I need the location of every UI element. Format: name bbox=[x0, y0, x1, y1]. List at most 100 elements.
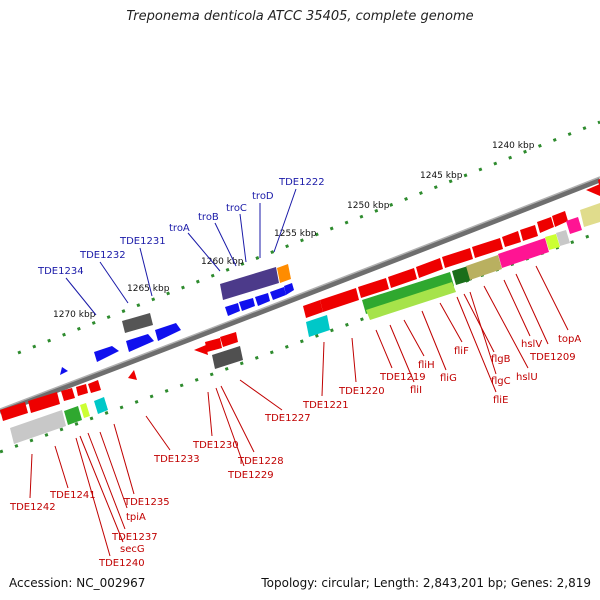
gene-red bbox=[520, 225, 538, 241]
gene-label: fliF bbox=[454, 346, 469, 357]
gene-red bbox=[552, 211, 568, 227]
gene-label: TDE1219 bbox=[379, 372, 426, 383]
gene-TDE1231 bbox=[155, 323, 181, 341]
gene-red bbox=[442, 248, 473, 268]
gene-label: fliG bbox=[440, 373, 457, 384]
gene-label: TDE1240 bbox=[98, 558, 145, 569]
gene-label: TDE1227 bbox=[264, 413, 311, 424]
scale-label: 1255 kbp bbox=[274, 229, 317, 239]
topology-label: Topology: circular; Length: 2,843,201 bp… bbox=[261, 576, 591, 590]
gene-troC bbox=[255, 293, 270, 306]
map-title: Treponema denticola ATCC 35405, complete… bbox=[126, 9, 474, 24]
gene-label: TDE1232 bbox=[79, 250, 126, 261]
band-grey bbox=[556, 230, 570, 246]
gene-red bbox=[586, 184, 600, 196]
gene-red bbox=[320, 288, 359, 312]
gene-label: troD bbox=[252, 191, 274, 202]
band-grey-dark bbox=[212, 346, 243, 369]
band-magenta bbox=[566, 217, 582, 234]
scale-label: 1270 kbp bbox=[53, 310, 96, 320]
gene-label: TDE1242 bbox=[9, 502, 56, 513]
scale-label: 1250 kbp bbox=[347, 201, 390, 211]
gene-label: troB bbox=[198, 212, 219, 223]
gene-troD bbox=[270, 287, 286, 300]
gene-label: hslU bbox=[516, 372, 538, 383]
gene-grey-upper bbox=[122, 313, 153, 333]
band-cyan bbox=[94, 397, 108, 414]
band-olive bbox=[466, 255, 502, 280]
gene-red-small bbox=[128, 370, 137, 380]
gene-label: tpiA bbox=[126, 512, 146, 523]
scale-label: 1260 kbp bbox=[201, 257, 244, 267]
scale-tracks bbox=[0, 120, 600, 454]
band-lime bbox=[545, 234, 560, 250]
scale-labels: 1240 kbp 1245 kbp 1250 kbp 1255 kbp 1260… bbox=[53, 141, 535, 320]
lower-gene-labels: TDE1242 TDE1241 TDE1235 tpiA TDE1237 sec… bbox=[9, 334, 581, 569]
band-cyan bbox=[306, 315, 330, 337]
leader-lines bbox=[29, 188, 569, 557]
reverse-genes bbox=[60, 264, 294, 375]
band-green-dark bbox=[452, 266, 472, 285]
gene-red bbox=[194, 345, 208, 355]
gene-orange bbox=[277, 264, 291, 283]
gene-red bbox=[61, 388, 75, 401]
gene-label: TDE1222 bbox=[278, 177, 325, 188]
gene-label: troC bbox=[226, 203, 247, 214]
gene-red bbox=[472, 238, 503, 258]
gene-label: hslV bbox=[521, 339, 542, 350]
gene-label: flgB bbox=[491, 354, 511, 365]
gene-red bbox=[416, 258, 443, 278]
band-green bbox=[64, 406, 82, 425]
gene-label: fliI bbox=[410, 385, 422, 396]
gene-label: TDE1233 bbox=[153, 454, 200, 465]
gene-label: TDE1229 bbox=[227, 470, 274, 481]
gene-label: TDE1221 bbox=[302, 400, 349, 411]
gene-TDE1222 bbox=[284, 283, 294, 295]
gene-label: TDE1235 bbox=[123, 497, 170, 508]
scale-label: 1240 kbp bbox=[492, 141, 535, 151]
gene-label: fliE bbox=[493, 395, 508, 406]
gene-label: TDE1234 bbox=[37, 266, 84, 277]
upper-gene-labels: TDE1234 TDE1232 TDE1231 troA troB troC t… bbox=[37, 177, 325, 277]
gene-red bbox=[28, 392, 60, 413]
feature-bands bbox=[10, 203, 600, 444]
gene-label: troA bbox=[169, 223, 190, 234]
gene-TDE1234 bbox=[94, 346, 119, 362]
accession-label: Accession: NC_002967 bbox=[9, 576, 146, 590]
scale-label: 1265 kbp bbox=[127, 284, 170, 294]
gene-red bbox=[537, 217, 554, 233]
gene-red bbox=[0, 402, 28, 421]
genome-backbone bbox=[0, 176, 600, 415]
gene-troB bbox=[239, 298, 255, 311]
gene-cluster-tro bbox=[220, 267, 279, 300]
gene-label: topA bbox=[558, 334, 581, 345]
gene-TDE1232 bbox=[126, 334, 154, 352]
gene-label: TDE1228 bbox=[237, 456, 284, 467]
band-lime bbox=[366, 282, 456, 320]
gene-red bbox=[76, 384, 88, 396]
gene-red bbox=[388, 268, 417, 288]
gene-label: TDE1231 bbox=[119, 236, 166, 247]
gene-red bbox=[303, 300, 323, 318]
band-magenta bbox=[498, 238, 549, 268]
scale-label: 1245 kbp bbox=[420, 171, 463, 181]
gene-label: TDE1220 bbox=[338, 386, 385, 397]
gene-label: flgC bbox=[491, 376, 511, 387]
band-lime bbox=[80, 403, 90, 418]
gene-label: fliH bbox=[418, 360, 435, 371]
forward-genes bbox=[0, 179, 600, 421]
gene-label: TDE1230 bbox=[192, 440, 239, 451]
gene-label: TDE1209 bbox=[529, 352, 576, 363]
gene-troA bbox=[225, 303, 240, 316]
gene-label: TDE1241 bbox=[49, 490, 96, 501]
gene-red bbox=[502, 231, 521, 247]
gene-label: secG bbox=[120, 544, 145, 555]
gene-red bbox=[205, 338, 222, 352]
gene-red bbox=[358, 278, 389, 298]
gene-label: TDE1237 bbox=[111, 532, 158, 543]
band-grey bbox=[10, 410, 66, 444]
band-khaki bbox=[580, 203, 600, 227]
gene-red bbox=[220, 332, 238, 347]
band-green bbox=[362, 272, 454, 314]
